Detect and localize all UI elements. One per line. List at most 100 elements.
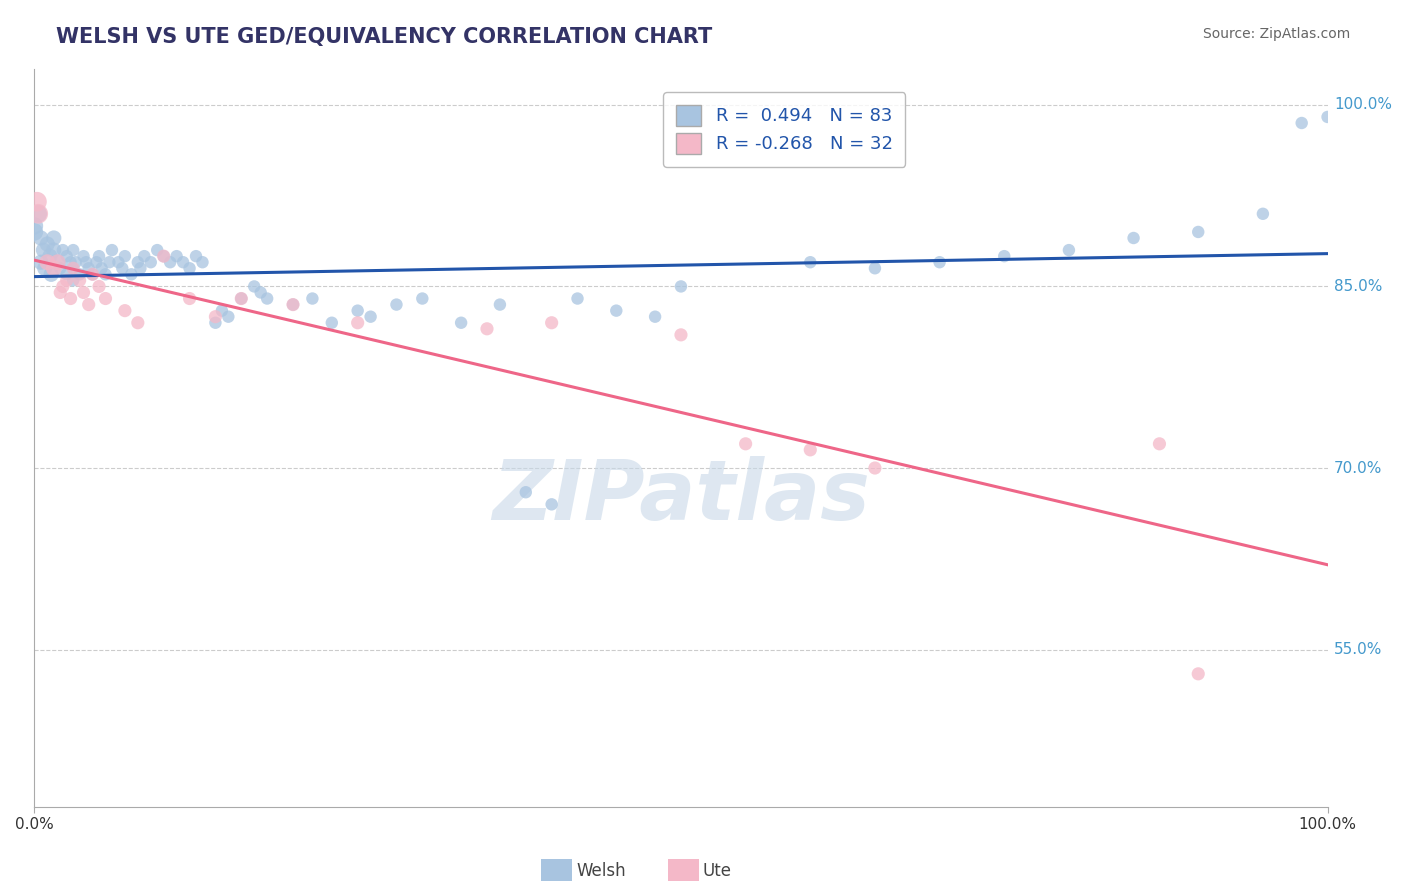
- Point: [69, 268, 91, 282]
- Point: [69, 273, 91, 287]
- Point: [32, 243, 55, 257]
- Point: [86, 255, 108, 269]
- Point: [172, 255, 194, 269]
- Point: [52, 243, 75, 257]
- Point: [127, 316, 149, 330]
- Text: 70.0%: 70.0%: [1334, 460, 1382, 475]
- Point: [42, 231, 65, 245]
- Point: [55, 268, 77, 282]
- Point: [52, 279, 75, 293]
- Point: [669, 327, 692, 342]
- Point: [166, 249, 188, 263]
- Point: [346, 316, 368, 330]
- Point: [540, 316, 562, 330]
- Point: [669, 279, 692, 293]
- Point: [49, 261, 72, 276]
- Point: [152, 249, 174, 263]
- Point: [179, 292, 201, 306]
- Point: [22, 225, 45, 239]
- Point: [734, 437, 756, 451]
- Point: [101, 243, 124, 257]
- Point: [231, 292, 253, 306]
- Point: [37, 237, 59, 252]
- Point: [191, 255, 214, 269]
- Point: [179, 261, 201, 276]
- Point: [360, 310, 382, 324]
- Point: [863, 461, 886, 475]
- Point: [385, 297, 408, 311]
- Point: [204, 310, 226, 324]
- Point: [62, 261, 84, 276]
- Point: [152, 249, 174, 263]
- Point: [46, 255, 69, 269]
- Point: [59, 292, 82, 306]
- Point: [98, 255, 121, 269]
- Point: [134, 249, 156, 263]
- Point: [55, 249, 77, 263]
- Text: 85.0%: 85.0%: [1334, 279, 1382, 294]
- Text: ZIPatlas: ZIPatlas: [492, 457, 870, 537]
- Point: [30, 231, 52, 245]
- Point: [55, 273, 77, 287]
- Point: [127, 255, 149, 269]
- Point: [62, 273, 84, 287]
- Point: [82, 268, 104, 282]
- Point: [567, 292, 589, 306]
- Point: [114, 303, 136, 318]
- Point: [30, 255, 52, 269]
- Point: [281, 297, 304, 311]
- Point: [72, 249, 94, 263]
- Point: [72, 285, 94, 300]
- Point: [27, 207, 49, 221]
- Point: [1187, 225, 1209, 239]
- Point: [62, 261, 84, 276]
- Point: [256, 292, 278, 306]
- Point: [114, 249, 136, 263]
- Point: [863, 261, 886, 276]
- Point: [82, 268, 104, 282]
- Point: [22, 219, 45, 233]
- Point: [27, 207, 49, 221]
- Point: [231, 292, 253, 306]
- Point: [1149, 437, 1171, 451]
- Text: Ute: Ute: [703, 862, 733, 880]
- Point: [301, 292, 323, 306]
- Point: [59, 255, 82, 269]
- Point: [1122, 231, 1144, 245]
- Point: [450, 316, 472, 330]
- Point: [644, 310, 666, 324]
- Point: [1057, 243, 1080, 257]
- Point: [25, 194, 48, 209]
- Point: [249, 285, 271, 300]
- Point: [94, 268, 117, 282]
- Point: [34, 261, 56, 276]
- Point: [321, 316, 343, 330]
- Point: [475, 322, 498, 336]
- Point: [281, 297, 304, 311]
- Point: [243, 279, 266, 293]
- Point: [90, 261, 112, 276]
- Point: [1187, 666, 1209, 681]
- Point: [39, 268, 62, 282]
- Point: [49, 285, 72, 300]
- Point: [42, 261, 65, 276]
- Point: [184, 249, 207, 263]
- Point: [62, 243, 84, 257]
- Point: [107, 255, 129, 269]
- Text: Welsh: Welsh: [576, 862, 626, 880]
- Point: [1316, 110, 1339, 124]
- Point: [605, 303, 627, 318]
- Point: [38, 249, 60, 263]
- Point: [217, 310, 239, 324]
- Point: [129, 261, 152, 276]
- Point: [65, 255, 87, 269]
- Text: 55.0%: 55.0%: [1334, 642, 1382, 657]
- Point: [42, 243, 65, 257]
- Point: [146, 243, 169, 257]
- Point: [46, 255, 69, 269]
- Point: [799, 255, 821, 269]
- Point: [94, 292, 117, 306]
- Point: [120, 268, 142, 282]
- Point: [37, 255, 59, 269]
- Point: [111, 261, 134, 276]
